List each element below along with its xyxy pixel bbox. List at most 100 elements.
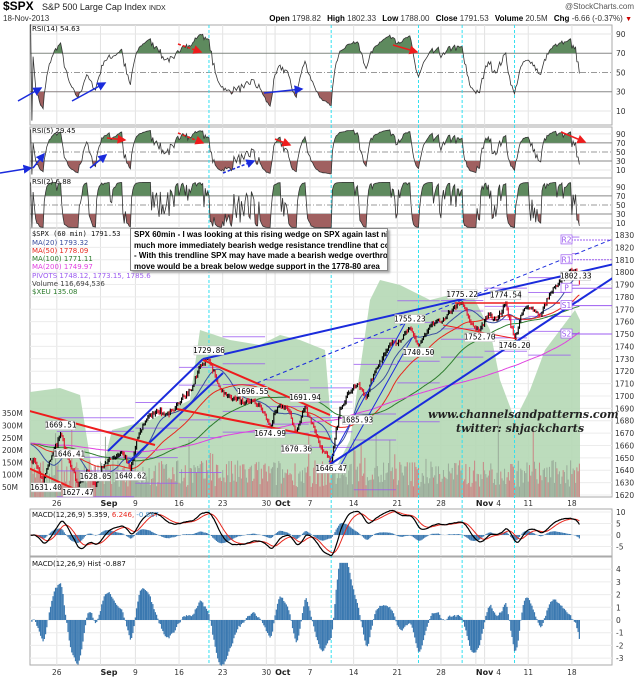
- volume-bar: [173, 474, 175, 497]
- hist-tick-label: 0: [616, 616, 621, 625]
- volume-bar: [535, 468, 537, 497]
- volume-bar: [84, 477, 86, 497]
- volume-bar: [401, 472, 403, 497]
- volume-bar: [143, 482, 145, 497]
- x-tick-label-main: 21: [393, 499, 403, 508]
- volume-bar: [239, 465, 241, 497]
- rsi-tick-label: 30: [616, 210, 626, 219]
- volume-bar: [507, 472, 509, 497]
- price-label-box: [62, 487, 94, 498]
- volume-bar: [482, 461, 484, 497]
- volume-bar: [509, 480, 511, 497]
- close-label: Close: [435, 14, 458, 23]
- volume-bar: [275, 485, 277, 497]
- volume-bar: [228, 461, 230, 497]
- x-tick-label-main: Nov: [476, 499, 494, 508]
- volume-bar: [477, 474, 479, 497]
- volume-bar: [249, 467, 251, 497]
- macd-signal-value: 6.246,: [112, 511, 134, 519]
- volume-bar: [532, 430, 534, 497]
- pivot-labels: R2 R1 P S1 S2: [560, 234, 612, 339]
- volume-bar: [224, 482, 226, 497]
- falling-support-line[interactable]: [442, 324, 518, 340]
- volume-bar: [235, 481, 237, 497]
- price-label: 1631.40: [30, 483, 62, 492]
- pivot-label-box: [560, 234, 573, 245]
- oct-channel-lower[interactable]: [337, 337, 413, 471]
- panel-frame: [29, 508, 613, 557]
- x-tick-label-bottom: 14: [349, 668, 359, 677]
- volume-bar: [136, 471, 138, 497]
- blue-arrow-icon: [71, 82, 107, 102]
- volume-bar: [340, 474, 342, 497]
- volume-bar: [118, 486, 120, 497]
- red-arrow-icon: [177, 132, 205, 145]
- volume-bar: [324, 464, 326, 497]
- x-tick-label-bottom: 7: [308, 668, 313, 677]
- x-tick-label-main: Sep: [101, 499, 118, 508]
- volume-bar: [429, 478, 431, 497]
- price-label: 1740.50: [403, 348, 435, 357]
- volume-bar: [191, 468, 193, 497]
- volume-bar: [306, 466, 308, 497]
- volume-bar: [519, 486, 521, 497]
- volume-bar: [223, 477, 225, 497]
- volume-bar: [248, 468, 250, 497]
- volume-bar: [238, 476, 240, 497]
- volume-bar: [563, 471, 565, 497]
- down-triangle-icon: ▼: [625, 16, 632, 23]
- volume-bar: [279, 463, 281, 497]
- volume-bar: [290, 474, 292, 497]
- price-label-box: [54, 449, 85, 459]
- volume-bar: [374, 467, 376, 497]
- volume-bar: [61, 460, 63, 497]
- rsi5-overbought-fill: [30, 129, 580, 143]
- downtrend-line-1[interactable]: [0, 403, 156, 446]
- volume-bar: [441, 478, 443, 497]
- volume-bar: [436, 483, 438, 497]
- x-tick-label-main: 9: [133, 499, 138, 508]
- volume-bar: [128, 480, 130, 497]
- volume-bar: [325, 484, 327, 497]
- falling-channel-lower[interactable]: [176, 408, 331, 440]
- volume-bar: [257, 470, 259, 497]
- volume-bar: [408, 485, 410, 497]
- volume-bar: [399, 462, 401, 497]
- sep-channel-lower[interactable]: [127, 372, 224, 464]
- oct-channel-upper[interactable]: [328, 317, 409, 463]
- volume-bar: [176, 461, 178, 497]
- volume-bar: [416, 469, 418, 497]
- volume-bar: [366, 477, 368, 497]
- volume-bar: [215, 464, 217, 497]
- volume-bar: [193, 465, 195, 497]
- volume-bar: [486, 477, 488, 497]
- volume-bar: [414, 462, 416, 497]
- volume-bar: [260, 468, 262, 497]
- macd-label: MACD(12,26,9) 5.359, 6.246, -0.887: [32, 511, 159, 519]
- price-tick-label: 1770: [615, 305, 634, 314]
- volume-bar: [255, 462, 257, 497]
- volume-bar: [111, 484, 113, 497]
- alternate-resistance-line[interactable]: [256, 228, 640, 384]
- x-tick-label-bottom: 11: [524, 668, 534, 677]
- volume-bar: [98, 478, 100, 497]
- volume-bar: [319, 486, 321, 497]
- volume-bar: [177, 460, 179, 497]
- volume-bar: [467, 483, 469, 497]
- price-label: 1670.36: [280, 445, 312, 454]
- volume-bar: [383, 462, 385, 497]
- volume-bar: [353, 438, 355, 497]
- wedge-support-line[interactable]: [328, 260, 640, 466]
- rsi2-label: RSI(2) 6.88: [32, 178, 71, 186]
- volume-bar: [378, 476, 380, 497]
- volume-bar: [207, 470, 209, 497]
- brand-logo[interactable]: @StockCharts.com: [564, 2, 634, 11]
- volume-bar: [457, 465, 459, 497]
- volume-bar: [167, 479, 169, 497]
- volume-bar: [194, 467, 196, 497]
- volume-bar: [225, 464, 227, 497]
- pivot-label: P: [564, 284, 569, 293]
- volume-bar: [351, 484, 353, 497]
- volume-bar: [149, 484, 151, 497]
